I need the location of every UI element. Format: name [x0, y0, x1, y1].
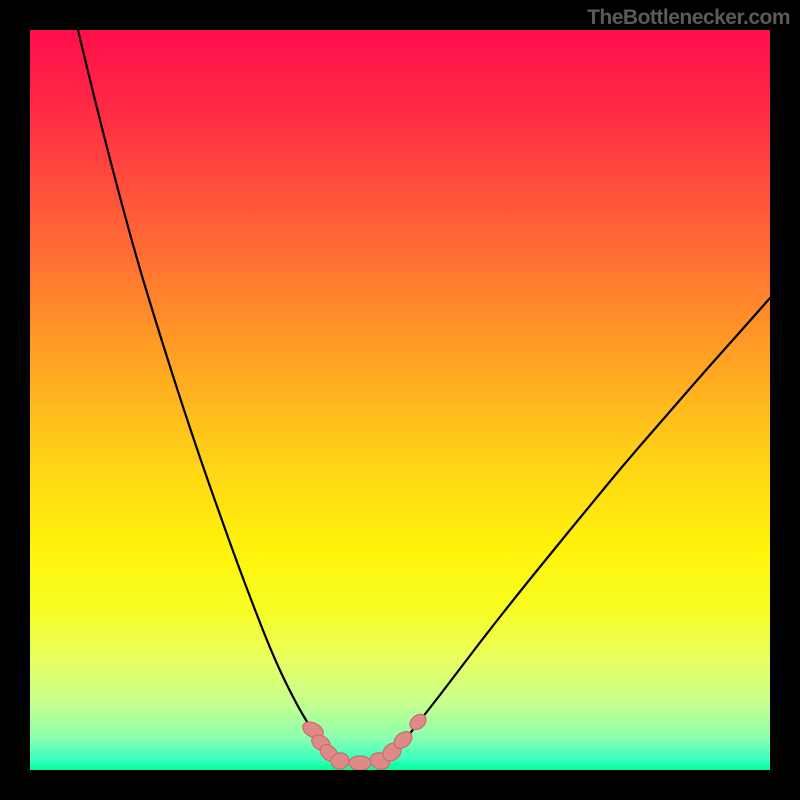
- watermark-text: TheBottlenecker.com: [587, 6, 790, 30]
- curve-right-branch: [385, 298, 770, 760]
- plot-area: [30, 30, 770, 770]
- curve-left-branch: [78, 30, 333, 760]
- curve-markers: [300, 711, 429, 770]
- bottleneck-curve: [30, 30, 770, 770]
- curve-marker: [349, 756, 371, 770]
